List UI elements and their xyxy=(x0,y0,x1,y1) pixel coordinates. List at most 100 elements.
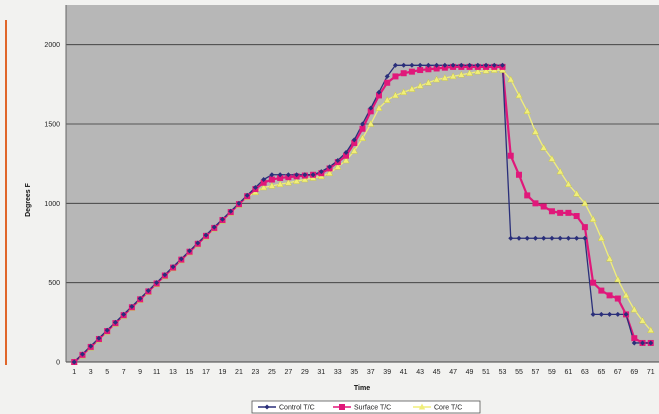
data-point xyxy=(425,66,432,73)
x-tick-label: 45 xyxy=(433,369,441,376)
data-point xyxy=(483,62,489,68)
data-point xyxy=(441,73,449,81)
x-tick-label: 23 xyxy=(252,369,260,376)
data-point xyxy=(335,157,341,163)
data-point xyxy=(392,73,399,80)
data-point xyxy=(565,209,572,216)
data-point xyxy=(442,62,448,68)
data-point xyxy=(260,183,268,191)
data-point xyxy=(294,172,300,178)
x-tick-label: 11 xyxy=(153,369,160,376)
data-point xyxy=(277,172,283,178)
data-point xyxy=(607,311,613,317)
data-point xyxy=(590,311,596,317)
data-point xyxy=(236,200,242,206)
data-point xyxy=(408,68,415,75)
data-point xyxy=(508,235,514,241)
data-point xyxy=(269,172,275,178)
data-point xyxy=(457,70,465,78)
gridlines xyxy=(65,5,659,363)
x-tick-label: 35 xyxy=(350,369,358,376)
data-point xyxy=(622,291,630,299)
data-point xyxy=(433,75,441,83)
data-point xyxy=(631,340,637,346)
x-tick-labels: 1 3 5 7 9 11 13 15 17 19 21 23 25 27 29 31 33 35 37 39 41 43 4… xyxy=(72,369,654,376)
data-point xyxy=(325,169,334,176)
data-point xyxy=(631,335,638,342)
legend-swatch-marker xyxy=(418,403,426,410)
legend-label: Surface T/C xyxy=(354,405,391,412)
data-point xyxy=(507,75,515,83)
data-point xyxy=(228,208,234,214)
x-tick-label: 27 xyxy=(284,369,292,376)
data-point xyxy=(434,62,440,68)
data-point xyxy=(605,254,614,262)
x-tick-label: 39 xyxy=(383,369,391,376)
legend-swatch-marker xyxy=(339,404,345,410)
data-point xyxy=(515,171,522,178)
data-point xyxy=(475,62,481,68)
data-point xyxy=(375,92,382,99)
data-point xyxy=(606,292,613,299)
data-point xyxy=(195,240,201,246)
data-point xyxy=(292,177,301,184)
x-tick-label: 49 xyxy=(466,369,474,376)
data-point xyxy=(409,62,415,68)
data-point xyxy=(556,167,564,175)
data-point xyxy=(614,295,621,302)
data-point xyxy=(351,140,358,147)
data-point xyxy=(532,200,539,207)
y-tick-label: 1000 xyxy=(44,201,60,208)
data-point xyxy=(582,235,588,241)
y-tick-label: 1500 xyxy=(44,122,60,129)
data-point xyxy=(598,311,604,317)
data-point xyxy=(540,203,547,210)
data-point xyxy=(574,235,580,241)
data-point xyxy=(88,343,94,349)
data-point xyxy=(623,311,629,317)
data-point xyxy=(391,91,400,99)
data-point xyxy=(401,62,407,68)
data-point xyxy=(573,189,581,197)
data-point xyxy=(203,232,209,238)
data-point xyxy=(408,85,416,92)
data-point xyxy=(358,134,367,142)
x-tick-label: 69 xyxy=(630,369,638,376)
data-point xyxy=(465,69,474,76)
data-point xyxy=(557,209,564,216)
data-point xyxy=(549,235,555,241)
data-point xyxy=(524,235,530,241)
data-point xyxy=(564,180,573,188)
data-point xyxy=(450,62,456,68)
data-point xyxy=(523,107,531,115)
data-point xyxy=(540,143,548,151)
data-point xyxy=(615,311,621,317)
x-tick-label: 61 xyxy=(565,369,573,376)
x-tick-label: 13 xyxy=(169,369,177,376)
left-accent-rule xyxy=(5,20,7,365)
data-point xyxy=(589,215,597,222)
data-point xyxy=(375,104,383,111)
data-point xyxy=(565,235,571,241)
data-point xyxy=(458,62,464,68)
data-point xyxy=(383,96,391,103)
data-point xyxy=(162,272,168,278)
data-point xyxy=(417,67,424,74)
data-point xyxy=(137,296,143,302)
data-point xyxy=(541,235,547,241)
x-tick-label: 25 xyxy=(268,369,276,376)
data-point xyxy=(367,108,374,115)
data-point xyxy=(648,340,654,346)
data-point xyxy=(359,125,366,132)
x-tick-label: 17 xyxy=(202,369,210,376)
x-tick-label: 57 xyxy=(532,369,540,376)
data-point xyxy=(252,184,258,190)
data-point xyxy=(301,175,309,183)
x-tick-label: 15 xyxy=(186,369,194,376)
data-point xyxy=(211,224,217,230)
data-point xyxy=(219,216,225,222)
x-tick-label: 1 xyxy=(72,369,76,376)
legend-label: Control T/C xyxy=(279,405,315,412)
